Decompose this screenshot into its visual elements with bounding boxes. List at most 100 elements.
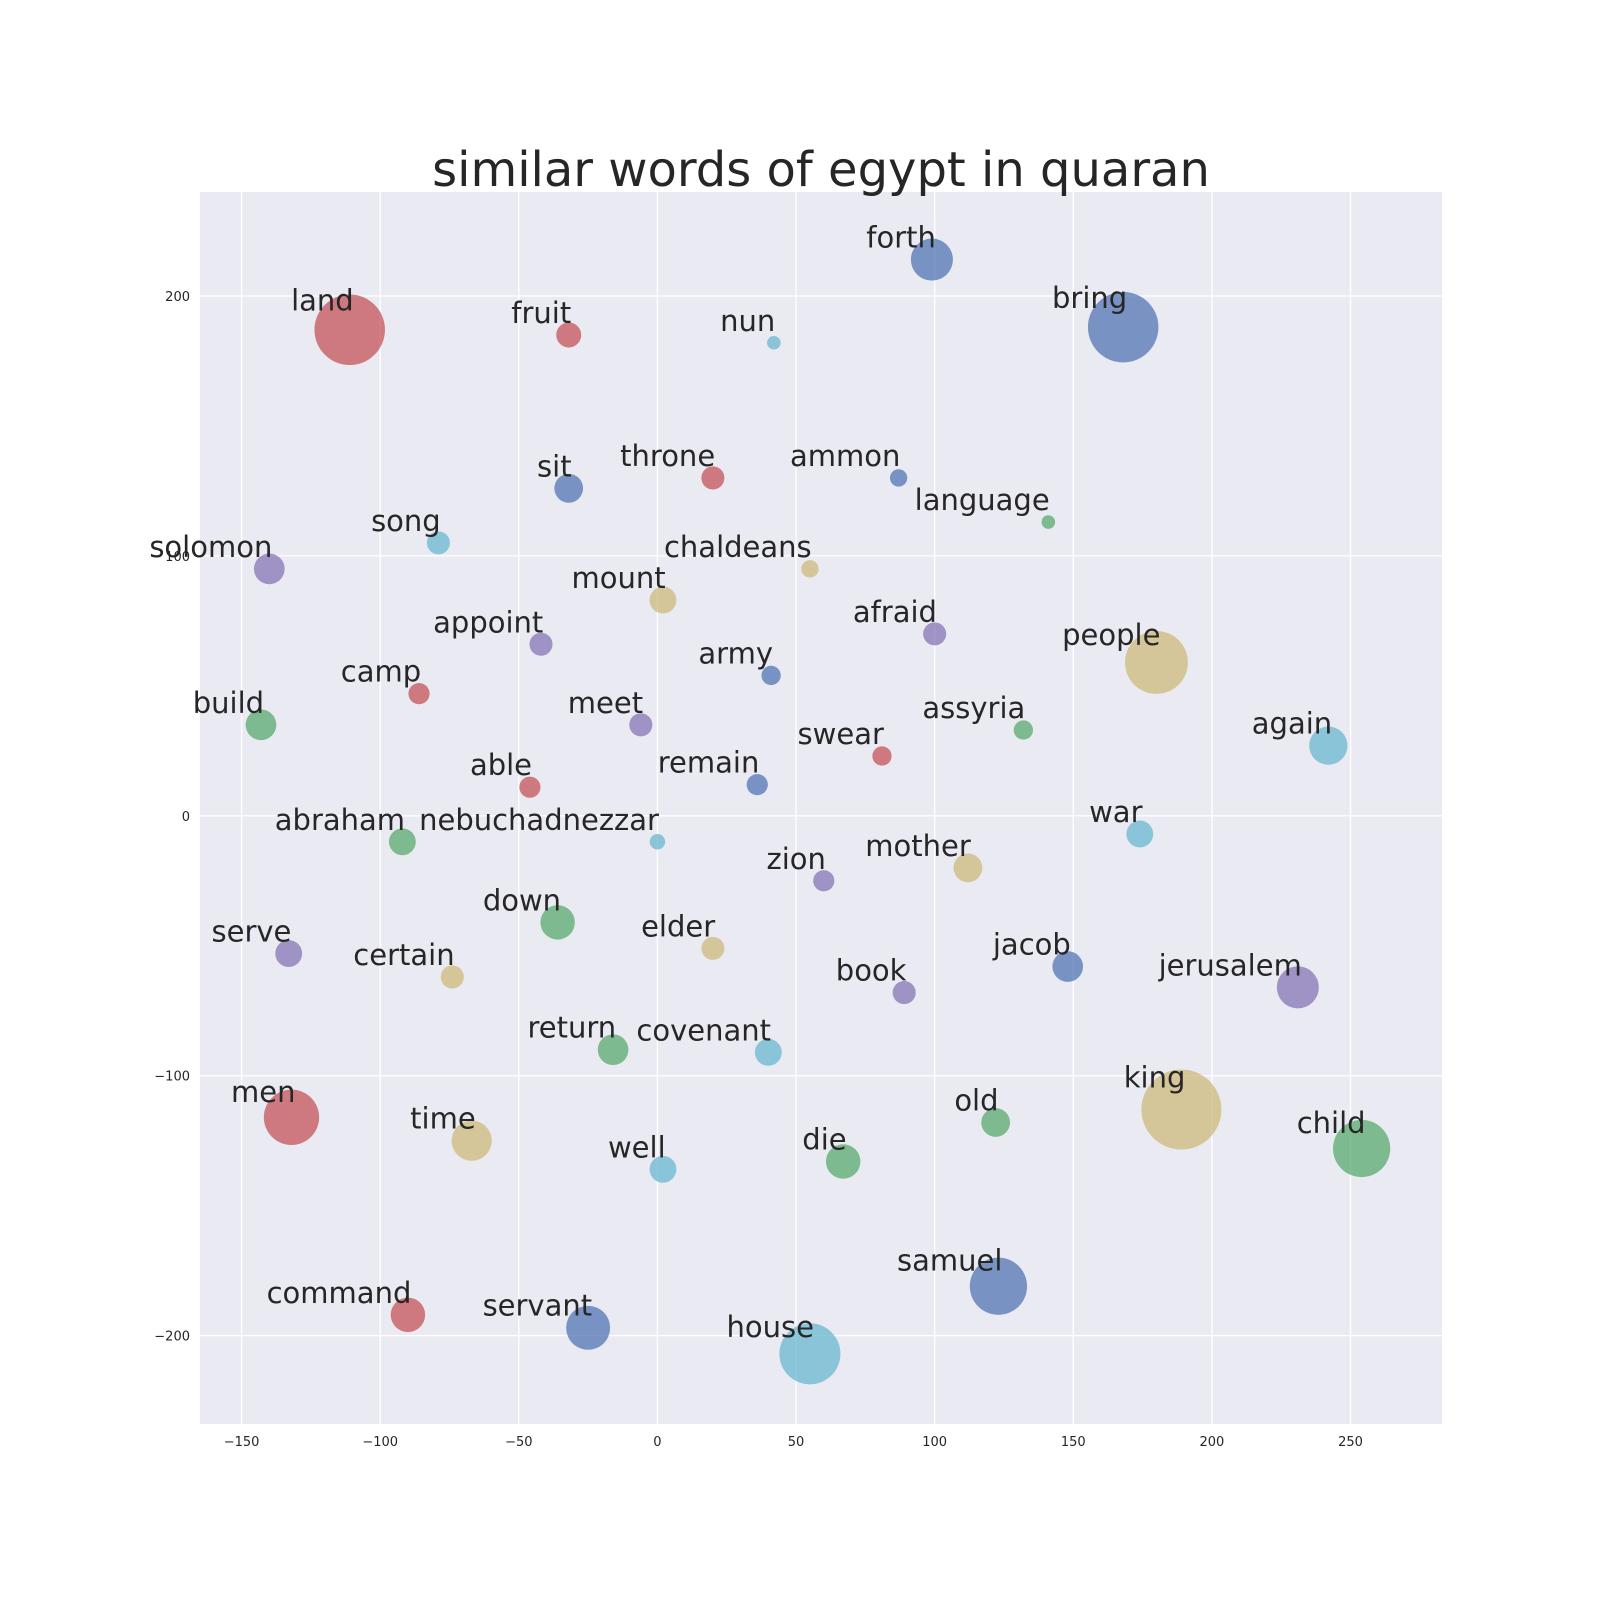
data-point-people: [1124, 630, 1188, 694]
data-label-serve: serve: [212, 915, 292, 949]
data-point-song: [426, 531, 450, 555]
data-point-solomon: [253, 553, 285, 585]
data-label-chaldeans: chaldeans: [664, 530, 812, 564]
data-label-house: house: [726, 1310, 813, 1344]
data-point-command: [390, 1297, 426, 1333]
chart-title: similar words of egypt in quaran: [432, 142, 1210, 198]
data-label-book: book: [836, 954, 907, 988]
data-label-king: king: [1124, 1061, 1186, 1095]
data-point-die: [825, 1144, 861, 1179]
data-label-throne: throne: [620, 439, 715, 473]
data-point-book: [892, 981, 916, 1005]
data-point-abraham: [388, 828, 416, 856]
data-point-servant: [566, 1305, 611, 1350]
y-tick-label: −200: [154, 1330, 190, 1345]
data-point-king: [1141, 1069, 1222, 1150]
data-label-nebuchadnezzar: nebuchadnezzar: [419, 803, 659, 837]
data-label-assyria: assyria: [922, 691, 1025, 725]
data-label-build: build: [193, 686, 264, 720]
y-tick-label: −100: [154, 1070, 190, 1085]
data-label-well: well: [608, 1130, 666, 1164]
x-tick-label: −50: [505, 1435, 532, 1450]
data-label-meet: meet: [568, 686, 643, 720]
data-point-well: [649, 1155, 677, 1183]
data-label-command: command: [267, 1276, 412, 1310]
data-label-abraham: abraham: [275, 803, 405, 837]
data-point-army: [761, 665, 781, 686]
data-point-elder: [701, 936, 725, 960]
data-label-die: die: [802, 1122, 846, 1156]
data-label-fruit: fruit: [511, 296, 571, 330]
data-label-jacob: jacob: [992, 928, 1071, 962]
data-label-swear: swear: [798, 717, 884, 751]
data-label-solomon: solomon: [149, 530, 272, 564]
data-point-samuel: [969, 1257, 1028, 1315]
data-point-jerusalem: [1276, 966, 1319, 1009]
data-label-afraid: afraid: [853, 595, 937, 629]
data-label-again: again: [1252, 707, 1332, 741]
data-points: [245, 238, 1391, 1385]
data-point-certain: [440, 965, 464, 989]
data-point-throne: [701, 466, 725, 490]
data-point-language: [1041, 515, 1056, 529]
data-point-swear: [872, 746, 892, 766]
data-point-fruit: [556, 322, 582, 348]
data-label-servant: servant: [483, 1289, 593, 1323]
data-label-old: old: [954, 1083, 998, 1117]
data-point-ammon: [889, 469, 908, 487]
data-point-able: [519, 776, 541, 798]
x-tick-label: 200: [1199, 1435, 1224, 1450]
data-point-again: [1309, 726, 1348, 765]
data-point-men: [263, 1089, 320, 1145]
data-label-mother: mother: [865, 829, 971, 863]
data-label-covenant: covenant: [636, 1013, 771, 1047]
data-label-people: people: [1062, 618, 1160, 652]
data-label-remain: remain: [658, 746, 760, 780]
x-tick-label: 150: [1061, 1435, 1086, 1450]
data-label-jerusalem: jerusalem: [1158, 948, 1302, 982]
data-label-nun: nun: [720, 304, 775, 338]
data-point-remain: [746, 774, 768, 796]
data-label-able: able: [470, 748, 532, 782]
y-tick-label: 100: [165, 550, 190, 565]
data-point-war: [1126, 820, 1154, 848]
data-point-build: [245, 709, 277, 741]
data-label-war: war: [1089, 795, 1142, 829]
data-label-forth: forth: [866, 221, 936, 255]
data-label-time: time: [410, 1102, 476, 1136]
data-point-meet: [629, 713, 653, 737]
data-point-zion: [813, 870, 835, 892]
data-point-old: [981, 1108, 1011, 1137]
data-point-return: [597, 1034, 629, 1066]
data-label-language: language: [915, 483, 1050, 517]
data-point-bring: [1087, 291, 1159, 363]
data-label-samuel: samuel: [897, 1244, 1002, 1278]
x-tick-label: 0: [653, 1435, 661, 1450]
data-label-ammon: ammon: [790, 439, 900, 473]
axis-ticks: −150 −100 −50 0 50 100 150 200 250 −200 −100 0 100 20…: [154, 290, 1363, 1450]
data-point-nun: [767, 335, 781, 350]
data-point-mother: [953, 853, 983, 883]
data-point-nebuchadnezzar: [649, 834, 666, 850]
data-point-house: [779, 1323, 841, 1385]
data-label-certain: certain: [353, 938, 454, 972]
data-point-appoint: [529, 632, 553, 656]
plot-area: [200, 192, 1442, 1424]
data-label-child: child: [1297, 1106, 1366, 1140]
data-point-jacob: [1052, 951, 1084, 982]
data-point-assyria: [1013, 720, 1034, 740]
data-label-land: land: [291, 283, 354, 317]
data-point-land: [314, 294, 385, 366]
data-point-forth: [910, 238, 953, 281]
data-point-down: [540, 905, 575, 940]
x-tick-label: 250: [1338, 1435, 1363, 1450]
data-label-army: army: [698, 636, 773, 670]
data-label-return: return: [527, 1011, 616, 1045]
data-point-time: [451, 1120, 492, 1161]
x-tick-label: −100: [362, 1435, 398, 1450]
data-label-sit: sit: [537, 449, 572, 483]
y-tick-label: 200: [165, 290, 190, 305]
data-label-mount: mount: [572, 561, 666, 595]
x-tick-label: −150: [224, 1435, 260, 1450]
